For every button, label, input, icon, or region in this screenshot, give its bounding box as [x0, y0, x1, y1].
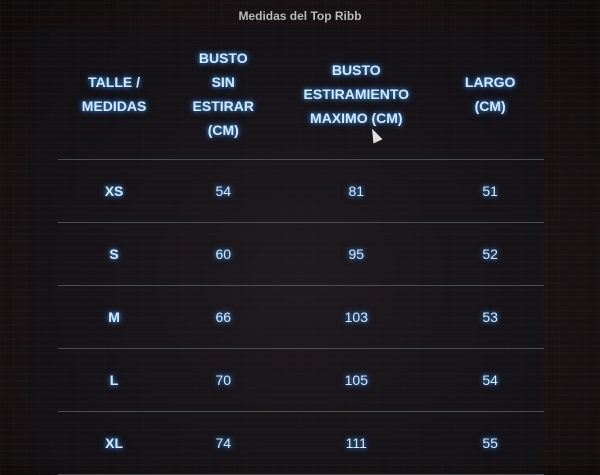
header-text: MAXIMO (CM): [310, 109, 403, 126]
measure-cell: 111: [276, 411, 437, 475]
header-text: (CM): [474, 97, 506, 114]
column-header: BUSTO ESTIRAMIENTO MAXIMO (CM): [276, 28, 437, 160]
size-cell: M: [58, 285, 171, 349]
header-text: ESTIRAMIENTO: [303, 85, 410, 102]
measure-cell: 103: [276, 285, 437, 349]
size-cell: XL: [58, 411, 171, 475]
column-header: LARGO (CM): [436, 28, 544, 160]
header-text: BUSTO: [331, 61, 381, 78]
measure-cell: 60: [170, 222, 277, 286]
table-row: XL 74 111 55: [58, 411, 544, 475]
table-row: L 70 105 54: [58, 348, 544, 412]
header-text: SIN: [211, 73, 235, 90]
header-row: TALLE / MEDIDAS BUSTO SIN ESTIRAR (CM) BUSTO ES…: [58, 28, 544, 160]
measure-cell: 54: [436, 348, 544, 412]
measure-cell: 105: [276, 348, 437, 412]
measure-cell: 52: [436, 222, 544, 286]
header-text: ESTIRAR: [192, 97, 254, 114]
column-header: TALLE / MEDIDAS: [58, 28, 171, 160]
header-text: LARGO: [464, 73, 516, 90]
measure-cell: 54: [170, 159, 277, 223]
measure-cell: 53: [436, 285, 544, 349]
table-row: S 60 95 52: [58, 222, 544, 286]
measure-cell: 55: [436, 411, 544, 475]
header-text: MEDIDAS: [81, 97, 147, 114]
table-row: XS 54 81 51: [58, 159, 544, 223]
header-text: (CM): [207, 121, 239, 138]
measure-cell: 74: [170, 411, 277, 475]
size-cell: L: [58, 348, 171, 412]
header-text: TALLE /: [88, 73, 140, 90]
measure-cell: 51: [436, 159, 544, 223]
header-text: BUSTO: [198, 49, 248, 66]
table-row: M 66 103 53: [58, 285, 544, 349]
column-header: BUSTO SIN ESTIRAR (CM): [170, 28, 277, 160]
size-table: TALLE / MEDIDAS BUSTO SIN ESTIRAR (CM) BUSTO ES…: [58, 28, 544, 475]
measure-cell: 70: [170, 348, 277, 412]
measure-cell: 81: [276, 159, 437, 223]
size-cell: XS: [58, 159, 171, 223]
table-title: Medidas del Top Ribb: [238, 9, 362, 23]
measure-cell: 66: [170, 285, 277, 349]
size-cell: S: [58, 222, 171, 286]
measure-cell: 95: [276, 222, 437, 286]
